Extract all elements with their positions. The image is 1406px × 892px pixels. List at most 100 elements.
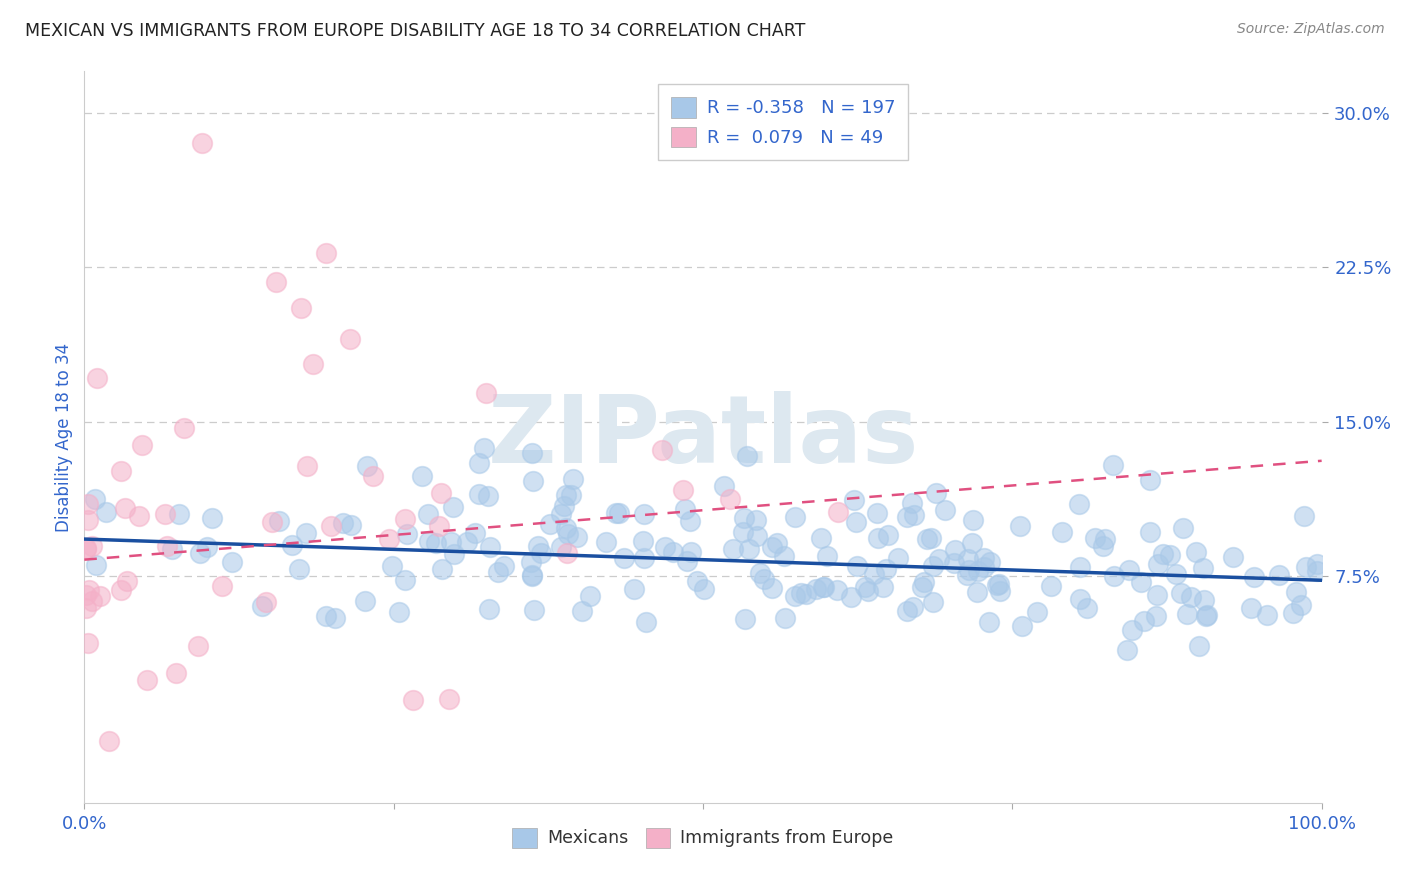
Point xyxy=(520,568,543,582)
Point xyxy=(955,568,977,582)
Point xyxy=(128,508,150,523)
Point xyxy=(868,532,890,546)
Point xyxy=(623,582,645,596)
Point xyxy=(315,245,337,260)
Text: Source: ZipAtlas.com: Source: ZipAtlas.com xyxy=(1237,22,1385,37)
Point xyxy=(1091,539,1114,553)
Point xyxy=(153,507,176,521)
Point xyxy=(901,599,924,614)
Point xyxy=(1129,574,1152,589)
Point xyxy=(110,583,132,598)
Point xyxy=(943,557,966,571)
Point xyxy=(443,547,465,561)
Point xyxy=(550,508,572,522)
Point xyxy=(613,551,636,566)
Point xyxy=(553,499,575,513)
Point xyxy=(1294,508,1316,523)
Point xyxy=(302,357,325,371)
Point xyxy=(1069,591,1091,606)
Point xyxy=(672,483,695,497)
Point xyxy=(75,601,97,615)
Point xyxy=(250,599,273,614)
Point xyxy=(595,535,617,549)
Point xyxy=(332,516,354,530)
Point xyxy=(986,578,1008,592)
Point xyxy=(987,577,1010,591)
Point xyxy=(361,469,384,483)
Point xyxy=(520,446,543,460)
Point xyxy=(402,692,425,706)
Point xyxy=(1289,598,1312,612)
Point xyxy=(651,443,673,458)
Point xyxy=(76,497,98,511)
Point xyxy=(966,585,988,599)
Legend: Mexicans, Immigrants from Europe: Mexicans, Immigrants from Europe xyxy=(503,819,903,856)
Point xyxy=(979,615,1001,629)
Point xyxy=(633,507,655,521)
Point xyxy=(188,546,211,560)
Point xyxy=(571,604,593,618)
Point xyxy=(1166,567,1188,582)
Point xyxy=(934,502,956,516)
Point xyxy=(896,604,918,618)
Point xyxy=(863,567,886,582)
Point xyxy=(427,519,450,533)
Point xyxy=(554,521,576,535)
Point xyxy=(84,491,107,506)
Text: ZIPatlas: ZIPatlas xyxy=(488,391,918,483)
Point xyxy=(775,611,797,625)
Point xyxy=(260,515,283,529)
Point xyxy=(676,554,699,568)
Point xyxy=(75,588,97,602)
Point xyxy=(1305,564,1327,578)
Point xyxy=(654,540,676,554)
Point xyxy=(135,673,157,688)
Point xyxy=(1118,563,1140,577)
Point xyxy=(439,535,461,549)
Point xyxy=(957,563,980,577)
Point xyxy=(748,566,770,581)
Point xyxy=(887,550,910,565)
Point xyxy=(75,541,97,555)
Point xyxy=(1282,606,1305,620)
Point xyxy=(1040,579,1063,593)
Point xyxy=(817,549,839,564)
Point xyxy=(323,611,346,625)
Point xyxy=(89,589,111,603)
Y-axis label: Disability Age 18 to 34: Disability Age 18 to 34 xyxy=(55,343,73,532)
Point xyxy=(901,496,924,510)
Point xyxy=(173,420,195,434)
Point xyxy=(84,558,107,573)
Point xyxy=(1185,545,1208,559)
Point xyxy=(693,582,716,596)
Point xyxy=(437,692,460,706)
Point xyxy=(866,506,889,520)
Point xyxy=(394,511,416,525)
Point xyxy=(221,555,243,569)
Point xyxy=(464,525,486,540)
Point xyxy=(1175,607,1198,621)
Point xyxy=(522,474,544,488)
Point xyxy=(411,469,433,483)
Point xyxy=(288,562,311,576)
Point xyxy=(77,513,100,527)
Point xyxy=(921,594,943,608)
Point xyxy=(967,564,990,578)
Point xyxy=(479,540,502,554)
Point xyxy=(131,438,153,452)
Point xyxy=(467,486,489,500)
Point xyxy=(477,489,499,503)
Point xyxy=(1069,560,1091,574)
Point xyxy=(856,584,879,599)
Point xyxy=(1222,549,1244,564)
Point xyxy=(425,536,447,550)
Point xyxy=(713,479,735,493)
Point xyxy=(846,559,869,574)
Point xyxy=(921,559,943,574)
Point xyxy=(872,580,894,594)
Point xyxy=(1146,588,1168,602)
Point xyxy=(794,587,817,601)
Point xyxy=(381,558,404,573)
Point xyxy=(813,580,835,594)
Point xyxy=(685,574,707,588)
